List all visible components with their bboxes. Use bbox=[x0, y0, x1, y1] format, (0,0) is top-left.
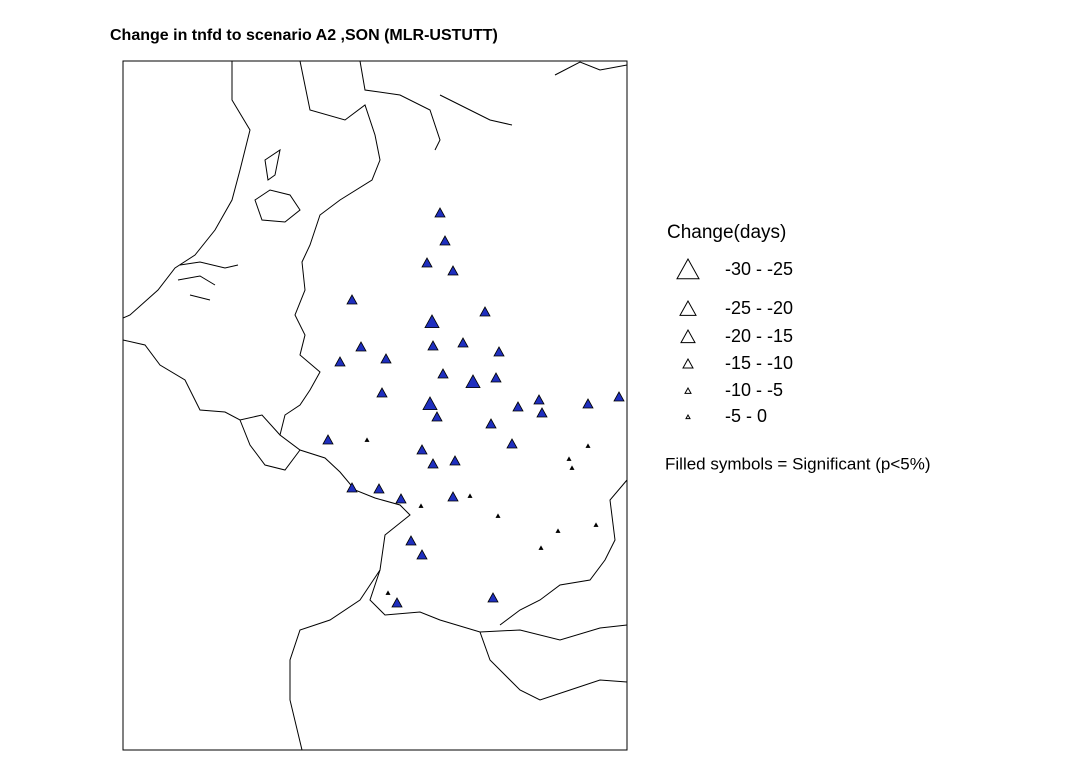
station-significant bbox=[449, 455, 461, 466]
station-significant bbox=[493, 346, 505, 357]
station-significant bbox=[355, 341, 367, 352]
station-significant bbox=[416, 549, 428, 560]
map-frame bbox=[122, 60, 628, 751]
station-significant bbox=[395, 493, 407, 504]
legend: -30 - -25 -25 - -20 -20 - -15 -15 - -10 -10 … bbox=[676, 257, 793, 426]
station-significant bbox=[447, 265, 459, 276]
station-significant bbox=[487, 592, 499, 603]
station-significant bbox=[582, 398, 594, 409]
station-significant bbox=[427, 340, 439, 351]
station-significant bbox=[416, 444, 428, 455]
station-not-significant bbox=[566, 456, 572, 461]
station-significant bbox=[346, 482, 358, 493]
station-significant bbox=[334, 356, 346, 367]
station-not-significant bbox=[538, 545, 544, 550]
station-significant bbox=[427, 458, 439, 469]
station-significant bbox=[512, 401, 524, 412]
station-significant bbox=[485, 418, 497, 429]
station-significant bbox=[439, 235, 451, 246]
station-significant bbox=[434, 207, 446, 218]
legend-label: -30 - -25 bbox=[725, 259, 793, 279]
station-not-significant bbox=[385, 590, 391, 595]
station-significant bbox=[346, 294, 358, 305]
station-significant bbox=[457, 337, 469, 348]
station-not-significant bbox=[418, 503, 424, 508]
station-significant bbox=[380, 353, 392, 364]
station-significant bbox=[447, 491, 459, 502]
station-not-significant bbox=[593, 522, 599, 527]
legend-symbol bbox=[682, 357, 694, 369]
legend-label: -15 - -10 bbox=[725, 353, 793, 373]
legend-note: Filled symbols = Significant (p<5%) bbox=[665, 454, 931, 473]
station-significant bbox=[536, 407, 548, 418]
station-not-significant bbox=[569, 465, 575, 470]
station-significant bbox=[376, 387, 388, 398]
station-significant bbox=[405, 535, 417, 546]
station-significant bbox=[437, 368, 449, 379]
legend-symbol bbox=[680, 328, 696, 344]
legend-label: -25 - -20 bbox=[725, 298, 793, 318]
station-significant bbox=[322, 434, 334, 445]
station-significant bbox=[613, 391, 625, 402]
station-significant bbox=[421, 257, 433, 268]
station-significant bbox=[422, 396, 438, 411]
legend-label: -10 - -5 bbox=[725, 380, 783, 400]
station-not-significant bbox=[495, 513, 501, 518]
station-significant bbox=[465, 374, 481, 389]
legend-title: Change(days) bbox=[667, 222, 786, 243]
station-not-significant bbox=[555, 528, 561, 533]
station-significant bbox=[391, 597, 403, 608]
station-not-significant bbox=[585, 443, 591, 448]
station-significant bbox=[490, 372, 502, 383]
station-significant bbox=[424, 314, 440, 329]
legend-label: -20 - -15 bbox=[725, 326, 793, 346]
legend-symbol bbox=[685, 413, 691, 420]
legend-symbol bbox=[684, 386, 692, 394]
legend-label: -5 - 0 bbox=[725, 406, 767, 426]
legend-symbol bbox=[679, 299, 697, 316]
station-significant bbox=[479, 306, 491, 317]
station-not-significant bbox=[467, 493, 473, 498]
map-outlines bbox=[122, 60, 628, 751]
station-significant bbox=[431, 411, 443, 422]
map-title: Change in tnfd to scenario A2 ,SON (MLR-… bbox=[110, 27, 498, 44]
station-significant bbox=[533, 394, 545, 405]
station-significant bbox=[373, 483, 385, 494]
station-significant bbox=[506, 438, 518, 449]
station-not-significant bbox=[364, 437, 370, 442]
legend-symbol bbox=[676, 257, 700, 280]
station-markers bbox=[322, 207, 625, 608]
